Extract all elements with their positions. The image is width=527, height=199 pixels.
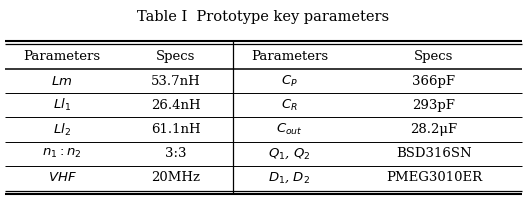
Text: $C_R$: $C_R$ [281,98,298,113]
Text: 61.1nH: 61.1nH [151,123,200,136]
Text: 53.7nH: 53.7nH [151,75,201,88]
Text: $Lm$: $Lm$ [52,75,73,88]
Text: 28.2μF: 28.2μF [411,123,457,136]
Text: 26.4nH: 26.4nH [151,99,200,112]
Text: $C_P$: $C_P$ [281,74,298,89]
Text: Specs: Specs [156,50,196,63]
Text: Specs: Specs [414,50,454,63]
Text: PMEG3010ER: PMEG3010ER [386,172,482,184]
Text: $Ll_2$: $Ll_2$ [53,121,71,138]
Text: 20MHz: 20MHz [151,172,200,184]
Text: $Ll_1$: $Ll_1$ [53,97,71,113]
Text: 3:3: 3:3 [165,147,187,160]
Text: Parameters: Parameters [24,50,101,63]
Text: $D_1$, $D_2$: $D_1$, $D_2$ [268,171,310,185]
Text: Table I  Prototype key parameters: Table I Prototype key parameters [138,10,389,24]
Text: $n_1 : n_2$: $n_1 : n_2$ [42,147,82,160]
Text: Parameters: Parameters [251,50,328,63]
Text: $Q_1$, $Q_2$: $Q_1$, $Q_2$ [268,146,310,161]
Text: $VHF$: $VHF$ [47,172,76,184]
Text: 366pF: 366pF [413,75,455,88]
Text: 293pF: 293pF [413,99,455,112]
Text: BSD316SN: BSD316SN [396,147,472,160]
Text: $C_{out}$: $C_{out}$ [276,122,302,137]
